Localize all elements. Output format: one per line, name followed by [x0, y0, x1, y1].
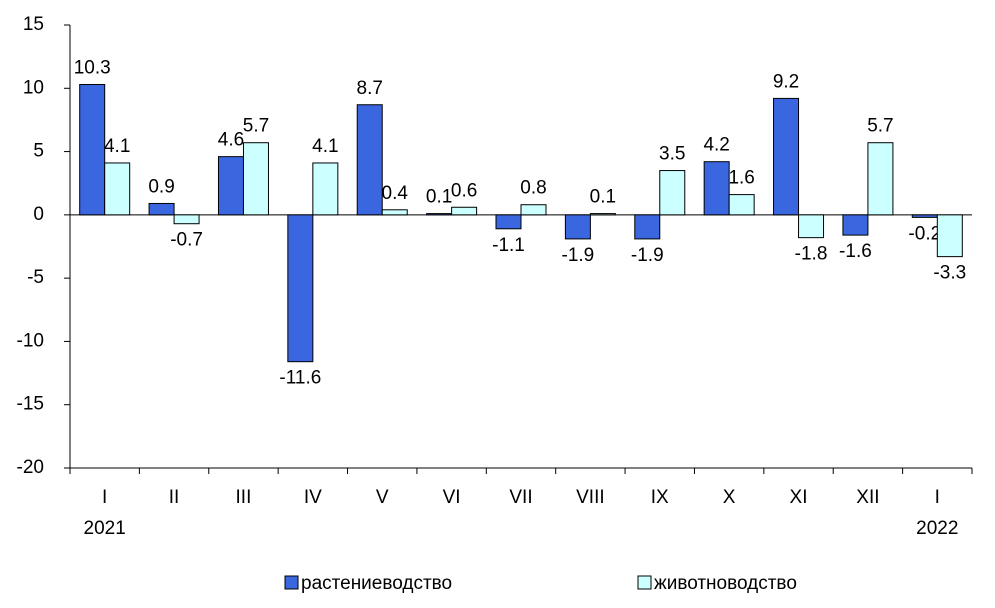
x-tick-label: XII — [856, 487, 879, 508]
bar — [520, 204, 547, 216]
bar — [426, 213, 453, 216]
bar — [242, 142, 269, 216]
value-label: 0.6 — [451, 180, 477, 201]
value-label: -1.9 — [562, 245, 595, 266]
x-tick-label: V — [376, 487, 389, 508]
y-tick-label: 0 — [33, 204, 44, 225]
bar — [798, 214, 825, 239]
value-label: 4.6 — [218, 130, 244, 151]
bar — [589, 213, 616, 216]
x-tick-label: VIII — [576, 487, 605, 508]
value-label: -1.8 — [795, 244, 828, 265]
x-tick-label: VII — [509, 487, 532, 508]
value-label: 8.7 — [357, 78, 383, 99]
bar — [659, 170, 686, 216]
bar — [148, 202, 175, 216]
value-label: 1.6 — [728, 168, 754, 189]
value-label: 5.7 — [243, 116, 269, 137]
bar — [79, 83, 106, 216]
y-tick-label: 10 — [23, 77, 44, 98]
value-label: 4.2 — [703, 135, 729, 156]
bar — [773, 97, 800, 216]
y-tick-label: -20 — [17, 457, 44, 478]
y-tick-label: 5 — [33, 141, 44, 162]
value-label: 9.2 — [773, 71, 799, 92]
bar — [911, 214, 938, 218]
value-label: 0.1 — [426, 187, 452, 208]
bar — [867, 142, 894, 216]
x-tick-label: 2021 — [84, 518, 126, 539]
bar — [381, 209, 408, 216]
bar — [634, 214, 661, 240]
value-label: -0.7 — [170, 230, 203, 251]
value-label: 4.1 — [104, 136, 130, 157]
value-label: 5.7 — [867, 116, 893, 137]
x-tick-label: II — [169, 487, 180, 508]
legend-swatch — [637, 575, 652, 590]
x-tick-label: IV — [304, 487, 322, 508]
legend-label: растениеводство — [301, 573, 452, 594]
bar — [703, 161, 730, 216]
y-tick-label: -5 — [27, 267, 44, 288]
x-tick-label: VI — [443, 487, 461, 508]
x-tick-label: XI — [790, 487, 808, 508]
value-label: -1.9 — [631, 245, 664, 266]
value-label: 4.1 — [312, 136, 338, 157]
value-label: 3.5 — [659, 144, 685, 165]
bar — [564, 214, 591, 240]
value-label: -3.3 — [933, 263, 966, 284]
bar — [173, 214, 200, 225]
bar — [217, 156, 244, 216]
x-tick-label: X — [723, 487, 736, 508]
y-tick-label: -15 — [17, 394, 44, 415]
value-label: 0.1 — [590, 187, 616, 208]
x-tick-label: 2022 — [916, 518, 958, 539]
bar — [356, 104, 383, 216]
bar — [495, 214, 522, 230]
legend-swatch — [284, 575, 299, 590]
bar — [842, 214, 869, 236]
bar — [104, 162, 131, 216]
x-tick-label: I — [935, 487, 940, 508]
value-label: -1.1 — [492, 235, 525, 256]
bar — [312, 162, 339, 216]
value-label: -11.6 — [279, 368, 321, 389]
bar — [287, 214, 314, 363]
legend-label: животноводство — [654, 573, 797, 594]
bar — [728, 194, 755, 216]
value-label: 0.9 — [148, 176, 174, 197]
value-label: 0.4 — [382, 183, 409, 204]
value-label: -0.2 — [908, 223, 941, 244]
x-tick-label: IX — [651, 487, 669, 508]
y-tick-label: -10 — [17, 330, 44, 351]
x-tick-label: I — [102, 487, 107, 508]
x-tick-label: III — [236, 487, 252, 508]
value-label: -1.6 — [839, 241, 872, 262]
value-label: 0.8 — [520, 178, 546, 199]
value-label: 10.3 — [74, 58, 111, 79]
bar — [451, 206, 478, 216]
bar — [936, 214, 963, 258]
y-tick-label: 15 — [23, 14, 44, 35]
